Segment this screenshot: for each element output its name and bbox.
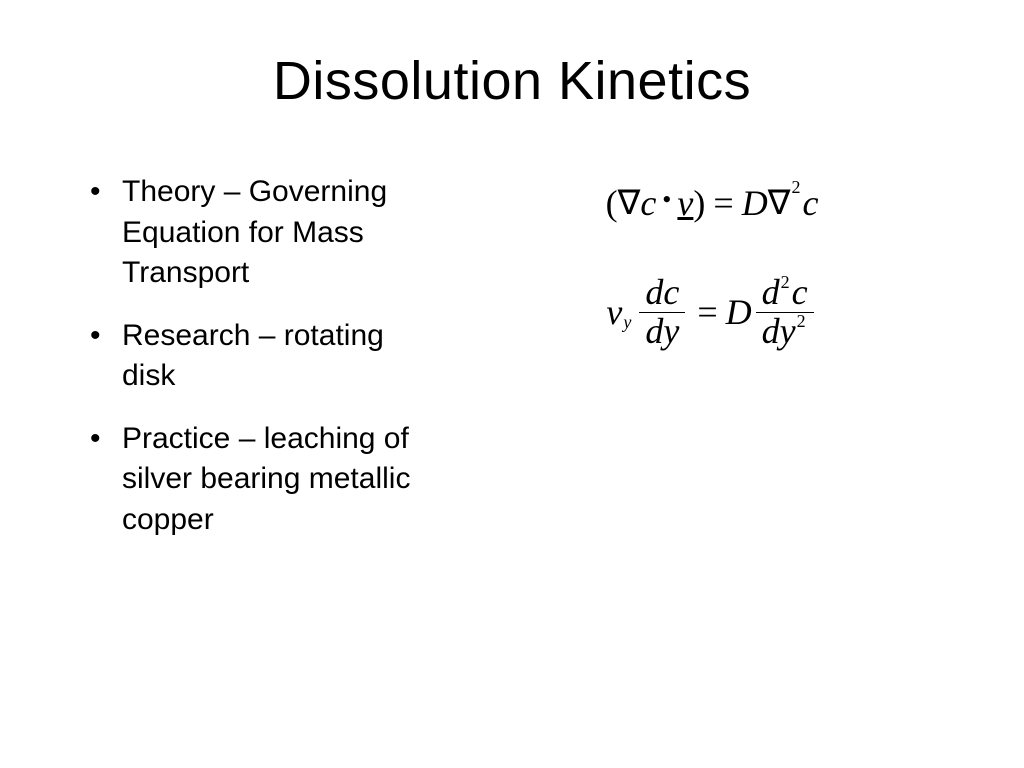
equation-2: v y d c d y = D <box>606 274 817 351</box>
bullet-item: Research – rotating disk <box>90 316 440 397</box>
slide-title: Dissolution Kinetics <box>60 50 964 112</box>
var-v-underlined: v <box>677 182 693 224</box>
bullet-item: Practice – leaching of silver bearing me… <box>90 419 440 541</box>
equation-group: ( ∇ c • v ) = D ∇ 2 c v y <box>480 182 964 351</box>
bullet-item: Theory – Governing Equation for Mass Tra… <box>90 172 440 294</box>
equation-1: ( ∇ c • v ) = D ∇ 2 c <box>606 182 819 224</box>
var-D: D <box>726 291 752 333</box>
equals-sign: = <box>689 291 725 333</box>
diff-d: d <box>645 313 663 351</box>
var-c: c <box>640 182 656 224</box>
var-v: v <box>606 291 622 333</box>
equation-column: ( ∇ c • v ) = D ∇ 2 c v y <box>480 172 964 562</box>
open-paren: ( <box>606 182 618 224</box>
diff-d: d <box>762 313 780 351</box>
diff-d: d <box>645 274 663 312</box>
nabla-icon: ∇ <box>768 183 791 223</box>
var-y: y <box>663 313 679 351</box>
content-columns: Theory – Governing Equation for Mass Tra… <box>60 172 964 562</box>
bullet-column: Theory – Governing Equation for Mass Tra… <box>60 172 440 562</box>
superscript-2: 2 <box>791 177 800 198</box>
subscript-y: y <box>623 312 631 333</box>
superscript-2: 2 <box>797 312 806 331</box>
var-D: D <box>742 182 768 224</box>
var-c: c <box>663 274 679 312</box>
var-c: c <box>802 182 818 224</box>
superscript-2: 2 <box>781 273 790 292</box>
diff-d: d <box>762 274 780 312</box>
var-y: y <box>780 313 796 351</box>
slide: Dissolution Kinetics Theory – Governing … <box>0 0 1024 768</box>
var-c: c <box>792 274 808 312</box>
fraction-dcdy: d c d y <box>639 274 685 351</box>
equals-sign: = <box>705 182 741 224</box>
fraction-d2cdy2: d 2 c d y 2 <box>756 274 814 351</box>
close-paren: ) <box>693 182 705 224</box>
dot-operator-icon: • <box>656 185 677 215</box>
nabla-icon: ∇ <box>618 183 641 223</box>
bullet-list: Theory – Governing Equation for Mass Tra… <box>90 172 440 540</box>
